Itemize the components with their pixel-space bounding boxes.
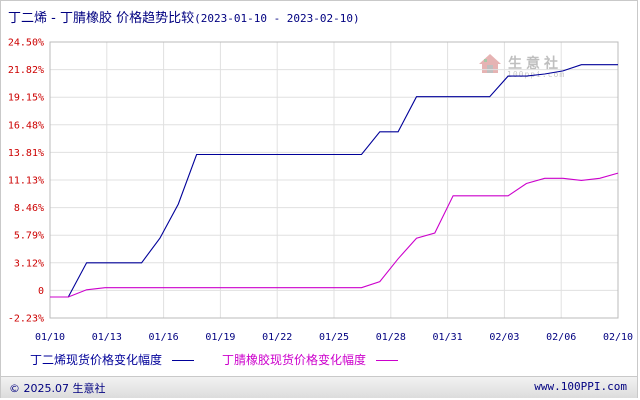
chart-title: 丁二烯 - 丁腈橡胶 价格趋势比较(2023-01-10 - 2023-02-1… (8, 7, 360, 26)
y-tick-label: -2.23% (8, 314, 44, 325)
chart-title-range: (2023-01-10 - 2023-02-10) (194, 12, 360, 25)
y-tick-label: 24.50% (8, 38, 44, 49)
footer-bar: © 2025.07 生意社 www.100PPI.com (1, 376, 637, 398)
y-tick-label: 0 (38, 286, 44, 297)
y-tick-label: 13.81% (8, 148, 44, 159)
x-tick-label: 01/31 (433, 332, 463, 343)
series-line-1 (50, 64, 618, 298)
x-tick-label: 01/19 (205, 332, 235, 343)
x-tick-label: 01/28 (376, 332, 406, 343)
chart-title-main: 丁二烯 - 丁腈橡胶 价格趋势比较 (8, 11, 195, 26)
plot-border (49, 41, 619, 319)
y-tick-labels: 24.50% 21.82% 19.15% 16.48% 13.81% 11.13% 8.46… (8, 38, 44, 325)
footer-copyright: © 2025.07 生意社 (9, 382, 106, 395)
x-tick-label: 02/06 (546, 332, 576, 343)
x-tick-label: 02/10 (603, 332, 633, 343)
legend-item-series2: 丁腈橡胶现货价格变化幅度 (222, 351, 399, 368)
x-tick-label: 02/03 (489, 332, 519, 343)
y-tick-label: 19.15% (8, 93, 44, 104)
series-line-2 (50, 172, 619, 298)
legend-swatch-series1 (172, 360, 195, 361)
y-tick-label: 16.48% (8, 120, 44, 131)
watermark-name: 生意社 (508, 56, 562, 72)
series-lines (50, 64, 619, 298)
x-tick-label: 01/16 (149, 332, 179, 343)
y-tick-label: 8.46% (14, 203, 44, 214)
legend-label-series1: 丁二烯现货价格变化幅度 (30, 353, 163, 367)
y-tick-label: 5.79% (14, 231, 44, 242)
grid (49, 41, 619, 319)
x-tick-label: 01/10 (35, 332, 65, 343)
x-tick-label: 01/25 (319, 332, 349, 343)
legend-swatch-series2 (376, 360, 399, 361)
x-tick-label: 01/22 (262, 332, 292, 343)
legend-label-series2: 丁腈橡胶现货价格变化幅度 (222, 353, 367, 367)
x-tick-labels: 01/10 01/13 01/16 01/19 01/22 01/25 01/28 01/31… (35, 332, 633, 343)
footer-site-link[interactable]: www.100PPI.com (534, 380, 627, 393)
y-tick-label: 11.13% (8, 176, 44, 187)
legend: 丁二烯现货价格变化幅度 丁腈橡胶现货价格变化幅度 (30, 351, 426, 368)
x-tick-label: 01/13 (92, 332, 122, 343)
watermark-logo: 生意社 (478, 52, 562, 74)
legend-item-series1: 丁二烯现货价格变化幅度 (30, 351, 195, 368)
axes (49, 41, 619, 319)
y-tick-label: 21.82% (8, 65, 44, 76)
house-icon (479, 54, 501, 73)
y-tick-label: 3.12% (14, 258, 44, 269)
